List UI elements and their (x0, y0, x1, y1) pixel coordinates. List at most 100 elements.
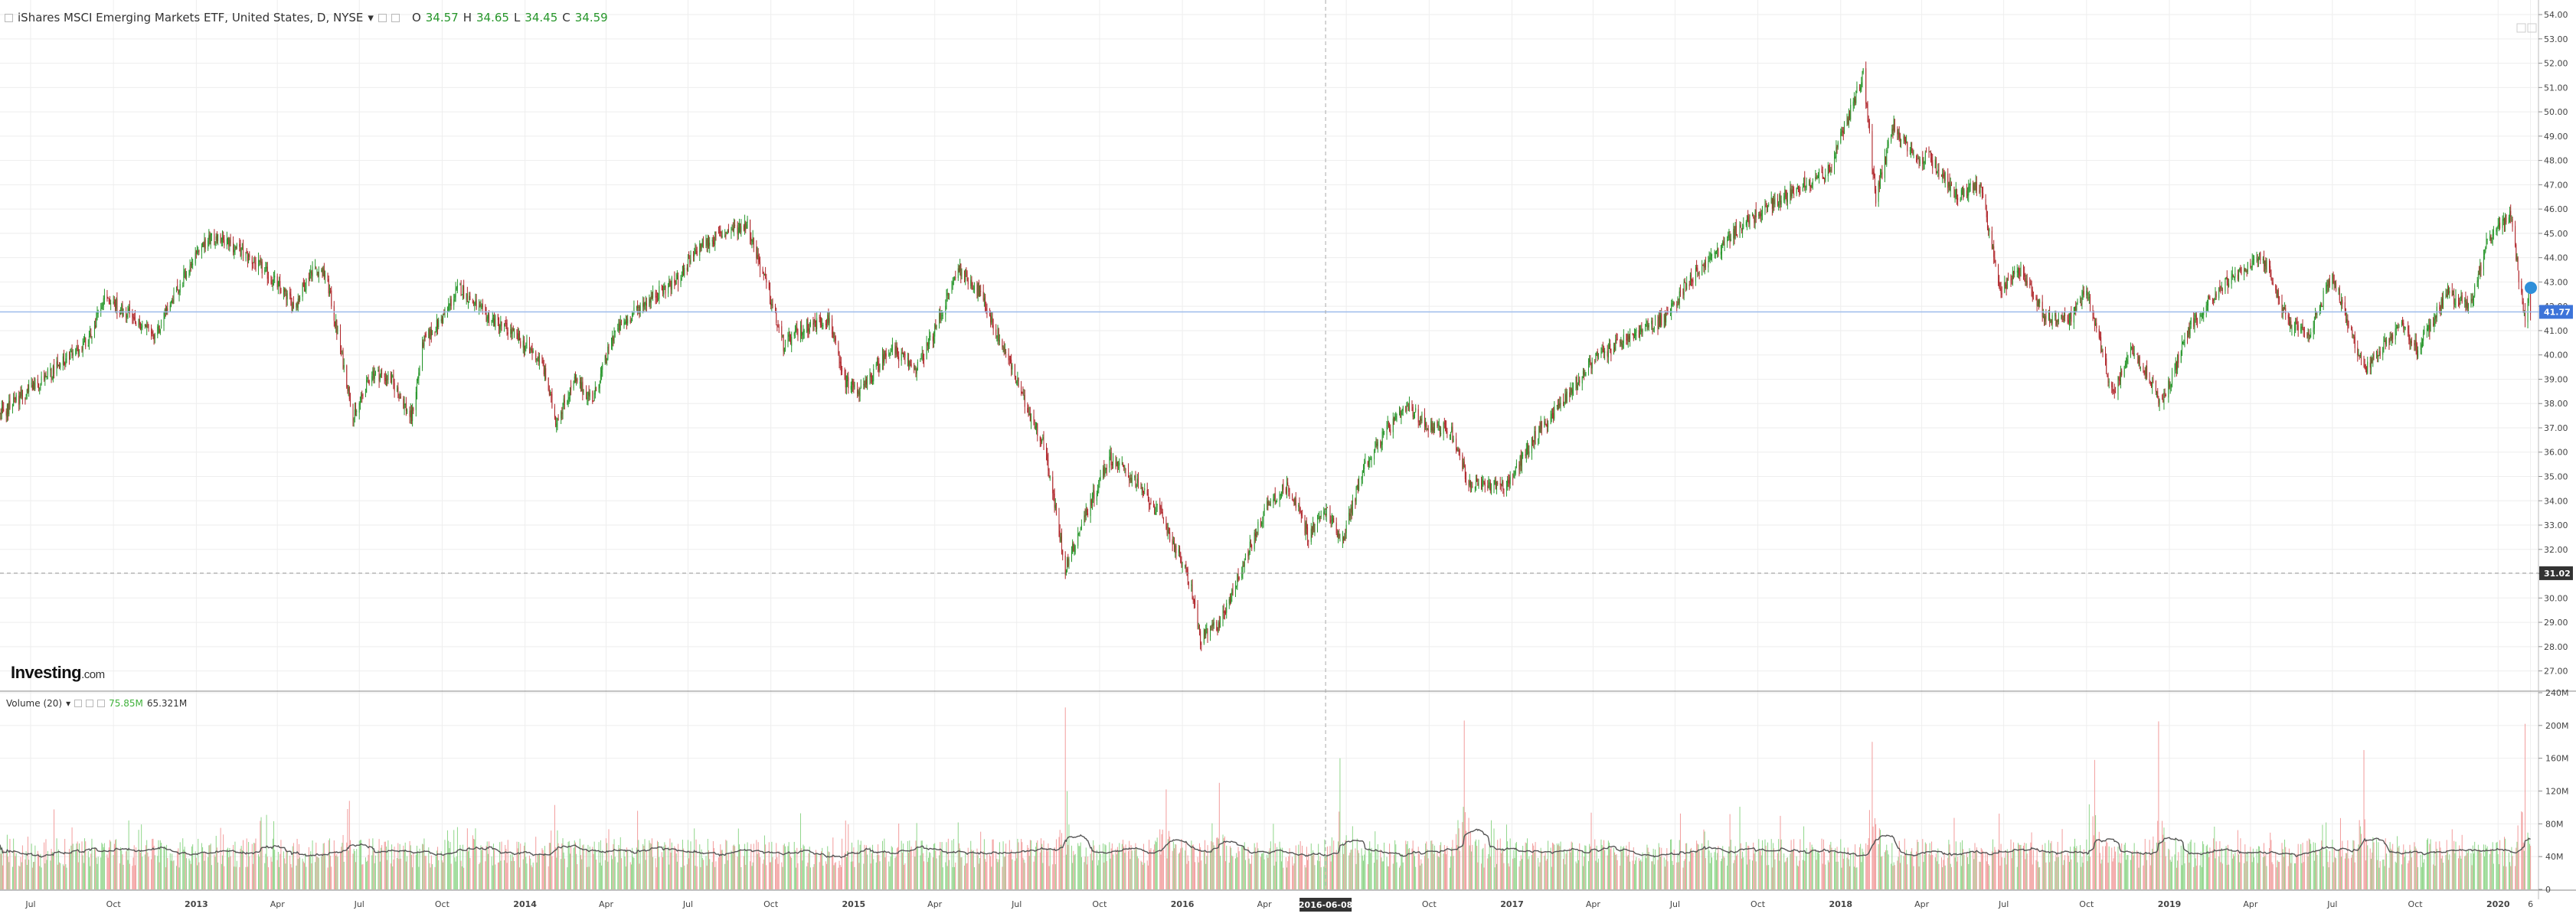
candle-body (248, 255, 249, 262)
volume-bar (530, 859, 531, 889)
candle-body (1260, 521, 1261, 526)
volume-bar (1418, 847, 1419, 889)
volume-bar (1886, 845, 1887, 889)
volume-bar (1430, 841, 1431, 889)
candle-body (1746, 222, 1747, 225)
volume-bar (1577, 851, 1578, 889)
volume-bar (1103, 863, 1104, 889)
candle-body (1830, 170, 1831, 171)
volume-bar (2461, 859, 2462, 889)
volume-bar (574, 840, 575, 889)
volume-bar (476, 847, 477, 889)
volume-bar (1900, 863, 1901, 889)
candle-body (1533, 440, 1534, 442)
candle-body (1159, 504, 1160, 509)
volume-bar (684, 866, 685, 889)
candle-body (1100, 477, 1101, 480)
candle-body (430, 329, 431, 339)
volume-bar (2448, 860, 2449, 889)
volume-bar (682, 840, 683, 889)
candle-body (1793, 193, 1794, 194)
candle-body (259, 261, 260, 262)
candle-body (330, 291, 331, 292)
candle-body (664, 286, 665, 288)
candle-body (1062, 550, 1063, 555)
candle-body (249, 254, 250, 257)
volume-bar (2083, 863, 2084, 889)
candle-body (574, 377, 575, 382)
volume-bar (1058, 837, 1059, 889)
volume-bar (1306, 847, 1307, 889)
candle-body (236, 246, 237, 248)
volume-bar (1230, 846, 1231, 889)
candle-body (569, 397, 570, 400)
volume-bar (1512, 859, 1513, 889)
volume-bar (523, 860, 524, 889)
volume-bar (1665, 866, 1666, 889)
volume-bar (412, 867, 413, 889)
candle-body (188, 273, 189, 275)
volume-bar (40, 854, 41, 889)
volume-bar (614, 839, 615, 889)
volume-bar (266, 815, 267, 889)
volume-bar (2326, 850, 2327, 889)
volume-bar (443, 855, 444, 889)
candle-body (1465, 466, 1466, 479)
volume-bar (2510, 866, 2511, 889)
candle-body (892, 344, 893, 350)
volume-bar (1104, 844, 1105, 889)
candle-body (745, 223, 746, 230)
volume-bar (2117, 847, 2118, 889)
volume-bar (141, 824, 142, 889)
volume-bar (116, 847, 117, 889)
volume-bar (746, 850, 747, 889)
candle-body (1747, 216, 1748, 220)
volume-bar (95, 849, 96, 889)
candle-body (1579, 380, 1580, 383)
candle-body (665, 286, 666, 294)
candle-body (95, 325, 96, 328)
candle-body (1049, 471, 1050, 478)
volume-bar (1846, 858, 1847, 889)
candle-body (519, 332, 520, 340)
volume-bar (2004, 858, 2005, 889)
volume-bar (2234, 853, 2235, 889)
volume-bar (1349, 853, 1350, 889)
volume-bar (1018, 843, 1019, 889)
candle-body (1111, 452, 1112, 465)
candle-body (507, 323, 508, 331)
candle-body (512, 330, 513, 334)
candle-body (1147, 490, 1148, 495)
volume-bar (958, 823, 959, 889)
candle-body (190, 266, 191, 273)
volume-bar (423, 838, 424, 889)
volume-bar (840, 865, 841, 889)
volume-bar (2470, 853, 2471, 889)
candle-body (1723, 241, 1724, 243)
candle-body (702, 240, 703, 246)
candle-body (1292, 495, 1293, 500)
volume-bar (2478, 845, 2479, 889)
volume-bar (1824, 852, 1825, 889)
candle-body (9, 400, 10, 408)
candle-body (541, 357, 542, 359)
volume-bar (2196, 866, 2197, 889)
volume-bar (955, 863, 956, 889)
candle-body (1251, 545, 1252, 549)
volume-bar (1438, 856, 1439, 889)
candle-body (1097, 488, 1098, 494)
volume-bar (1041, 844, 1042, 889)
candle-body (459, 284, 460, 285)
candle-body (1405, 406, 1406, 411)
volume-bar (321, 856, 322, 889)
volume-bar (2136, 850, 2137, 889)
volume-bar (387, 840, 388, 889)
candle-body (1598, 354, 1599, 356)
candle-body (1394, 418, 1395, 420)
volume-bar (196, 858, 197, 889)
candle-body (1797, 188, 1798, 189)
volume-bar (2176, 868, 2177, 889)
candle-body (1552, 413, 1553, 414)
